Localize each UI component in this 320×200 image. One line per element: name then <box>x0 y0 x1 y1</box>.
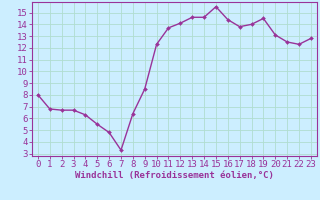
X-axis label: Windchill (Refroidissement éolien,°C): Windchill (Refroidissement éolien,°C) <box>75 171 274 180</box>
